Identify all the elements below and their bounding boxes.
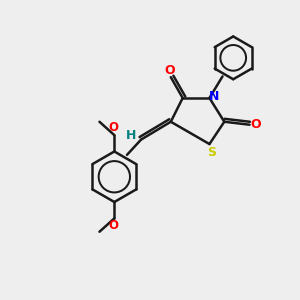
Text: O: O bbox=[251, 118, 261, 131]
Text: N: N bbox=[209, 90, 219, 103]
Text: S: S bbox=[207, 146, 216, 159]
Text: O: O bbox=[164, 64, 175, 77]
Text: O: O bbox=[109, 219, 119, 232]
Text: H: H bbox=[125, 129, 136, 142]
Text: O: O bbox=[109, 121, 119, 134]
